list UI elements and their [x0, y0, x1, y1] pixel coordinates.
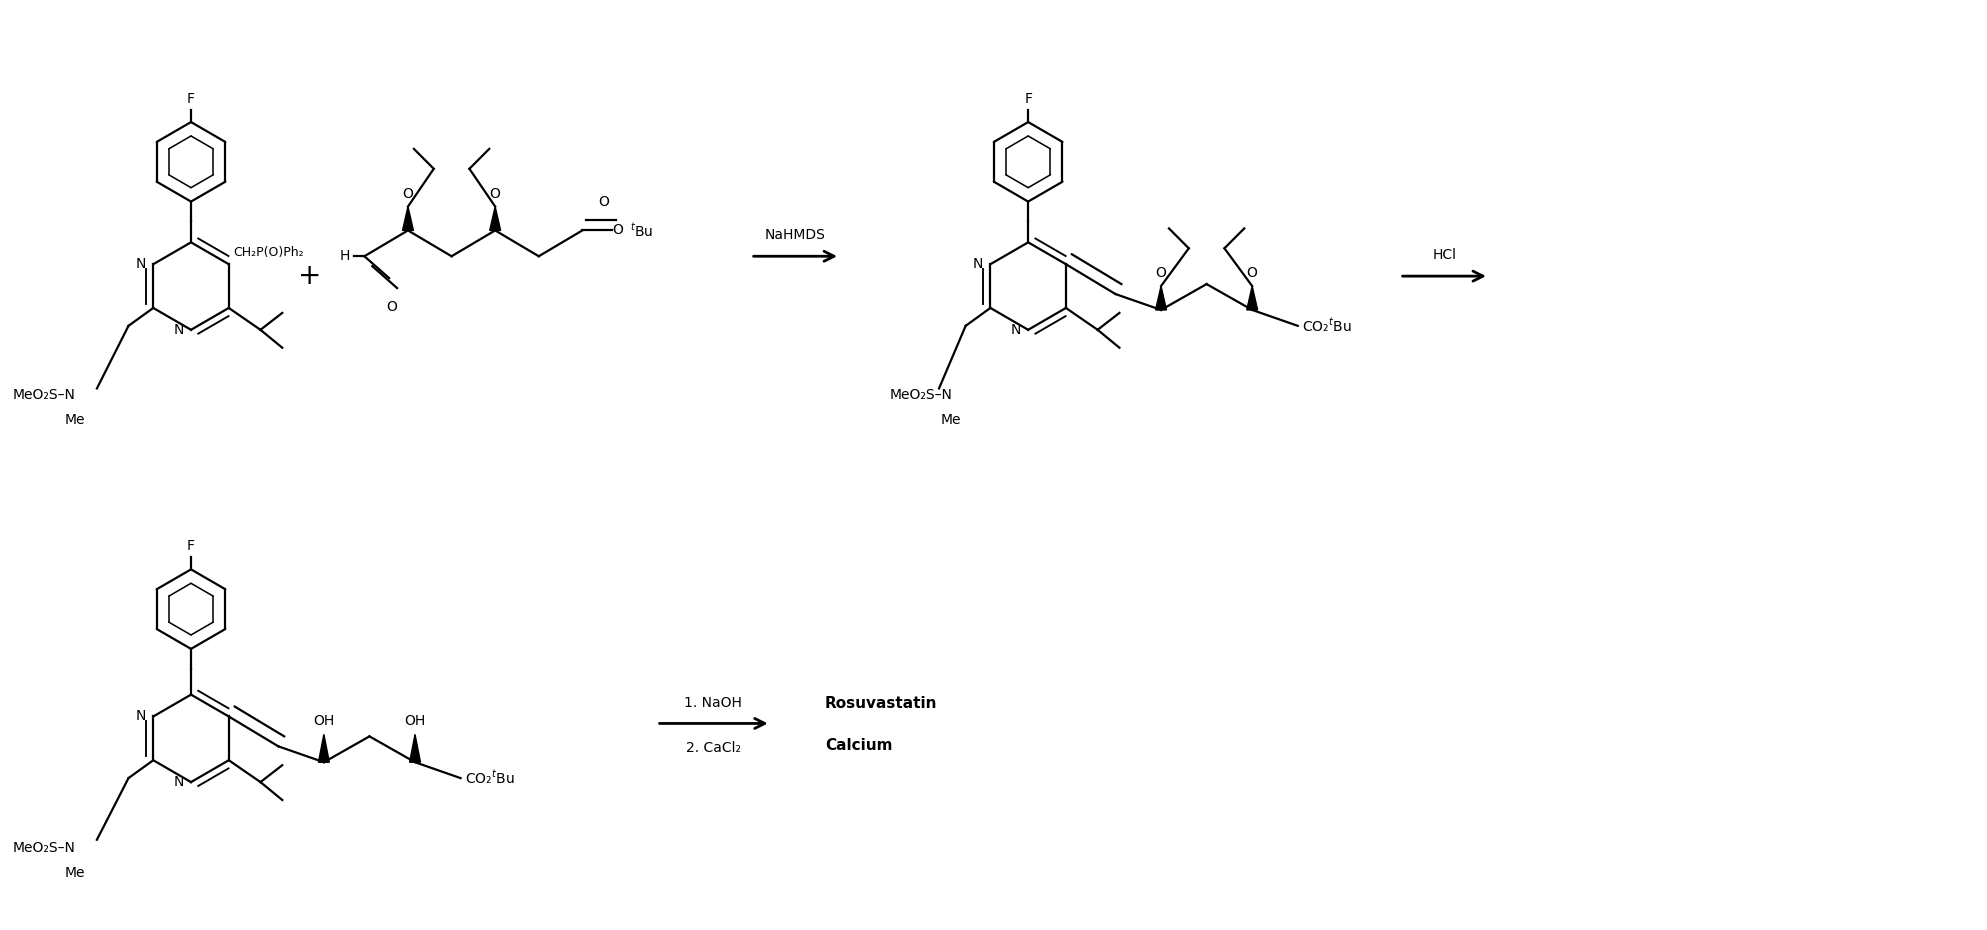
Polygon shape: [318, 735, 330, 763]
Text: N: N: [173, 323, 185, 337]
Text: O: O: [489, 187, 501, 201]
Text: F: F: [187, 539, 195, 553]
Text: N: N: [1011, 323, 1021, 337]
Text: O: O: [403, 187, 413, 201]
Text: Me: Me: [942, 413, 962, 427]
Text: MeO₂S–N: MeO₂S–N: [12, 841, 76, 855]
Text: OH: OH: [314, 714, 334, 728]
Polygon shape: [489, 206, 501, 231]
Text: N: N: [974, 258, 984, 272]
Polygon shape: [1156, 286, 1166, 310]
Text: 2. CaCl₂: 2. CaCl₂: [686, 741, 741, 755]
Text: F: F: [187, 92, 195, 106]
Polygon shape: [403, 206, 413, 231]
Polygon shape: [409, 735, 421, 763]
Text: CH₂P(O)Ph₂: CH₂P(O)Ph₂: [234, 246, 304, 259]
Text: N: N: [135, 710, 147, 724]
Text: $^t$Bu: $^t$Bu: [630, 221, 654, 239]
Text: Rosuvastatin: Rosuvastatin: [825, 696, 938, 711]
Text: O: O: [1156, 266, 1166, 280]
Text: O: O: [387, 300, 397, 314]
Text: F: F: [1023, 92, 1031, 106]
Text: CO₂$^t$Bu: CO₂$^t$Bu: [465, 769, 515, 787]
Text: MeO₂S–N: MeO₂S–N: [12, 389, 76, 403]
Text: H: H: [340, 249, 350, 263]
Text: CO₂$^t$Bu: CO₂$^t$Bu: [1301, 317, 1351, 335]
Text: MeO₂S–N: MeO₂S–N: [890, 389, 952, 403]
Text: 1. NaOH: 1. NaOH: [684, 696, 741, 710]
Text: Me: Me: [64, 866, 85, 880]
Text: O: O: [598, 194, 610, 208]
Text: NaHMDS: NaHMDS: [765, 229, 827, 243]
Text: O: O: [612, 223, 624, 237]
Text: Me: Me: [64, 413, 85, 427]
Text: O: O: [1246, 266, 1258, 280]
Text: OH: OH: [405, 714, 425, 728]
Polygon shape: [1246, 286, 1258, 310]
Text: Calcium: Calcium: [825, 738, 892, 753]
Text: N: N: [135, 258, 147, 272]
Text: N: N: [173, 775, 185, 789]
Text: +: +: [298, 262, 322, 290]
Text: HCl: HCl: [1433, 248, 1456, 262]
